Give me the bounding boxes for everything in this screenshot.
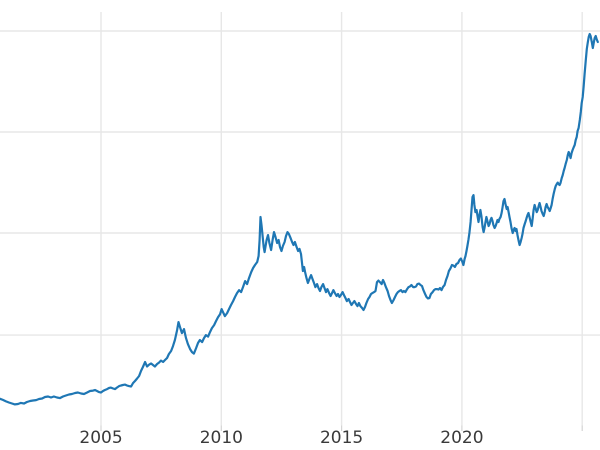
x-tick-label-2020: 2020 [440, 428, 484, 448]
x-tick-label-2005: 2005 [79, 428, 123, 448]
x-tick-label-2015: 2015 [319, 428, 364, 448]
price-line-series [0, 32, 599, 406]
x-tick-label-2010: 2010 [199, 428, 243, 448]
